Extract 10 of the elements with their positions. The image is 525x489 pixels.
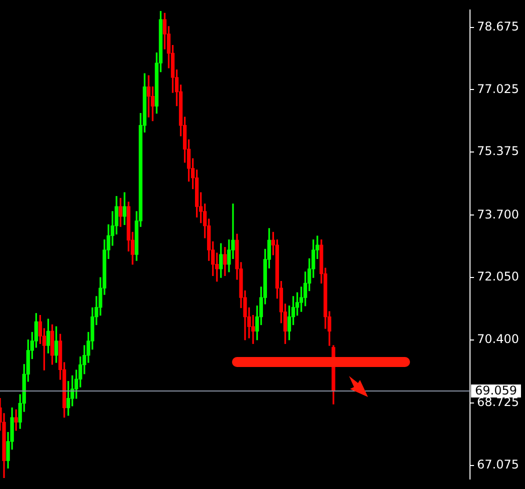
y-tick-label: 70.400 [477,332,519,346]
y-tick-label: 75.375 [477,144,519,158]
y-tick-label: 68.725 [477,395,519,410]
y-tick-label: 77.025 [477,82,519,96]
candlestick [14,409,18,431]
y-tick-label: 73.700 [477,207,519,222]
y-tick-label: 78.675 [477,20,519,34]
ref-line-label: 69.059 [475,384,517,398]
y-tick-label: 72.050 [477,270,519,284]
y-tick-label: 67.075 [477,458,519,472]
